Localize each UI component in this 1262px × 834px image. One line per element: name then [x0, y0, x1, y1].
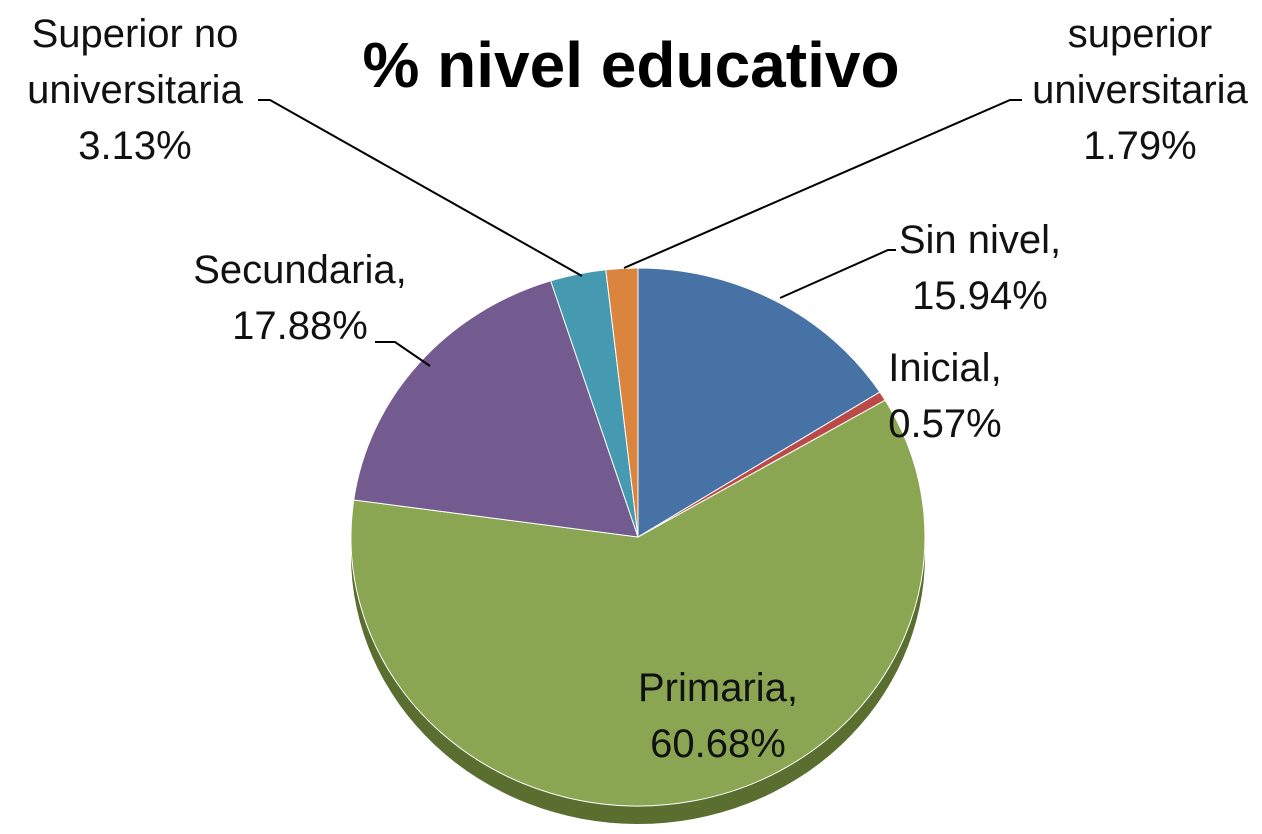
data-label: Secundaria, 17.88% — [150, 242, 450, 354]
pie-slice — [637, 267, 881, 538]
value-label: 3.13% — [78, 124, 192, 168]
value-label: 0.57% — [888, 402, 1002, 446]
leader-line — [258, 99, 583, 277]
category-label: Secundaria, — [193, 248, 407, 292]
category-label: superior universitaria — [1032, 12, 1248, 112]
leader-line — [623, 99, 1022, 269]
slices — [350, 267, 926, 807]
leader-line — [375, 341, 431, 367]
value-label: 60.68% — [650, 722, 786, 766]
data-label: Inicial, 0.57% — [795, 340, 1095, 452]
chart-title: % nivel educativo — [362, 29, 900, 101]
data-label: Superior no universitaria 3.13% — [0, 6, 270, 174]
value-label: 15.94% — [912, 274, 1048, 318]
category-label: Sin nivel, — [898, 218, 1062, 262]
category-label: Superior no universitaria — [27, 12, 243, 112]
leader-line — [779, 249, 896, 299]
pie-slice — [350, 399, 926, 807]
value-label: 17.88% — [232, 304, 368, 348]
category-label: Inicial, — [888, 346, 1002, 390]
category-label: Primaria, — [637, 666, 799, 710]
data-label: Primaria, 60.68% — [568, 660, 868, 772]
pie-slice — [605, 267, 639, 538]
pie-slice — [353, 280, 639, 538]
value-label: 1.79% — [1083, 124, 1197, 168]
data-label: Sin nivel, 15.94% — [830, 212, 1130, 324]
data-label: superior universitaria 1.79% — [1005, 6, 1262, 174]
